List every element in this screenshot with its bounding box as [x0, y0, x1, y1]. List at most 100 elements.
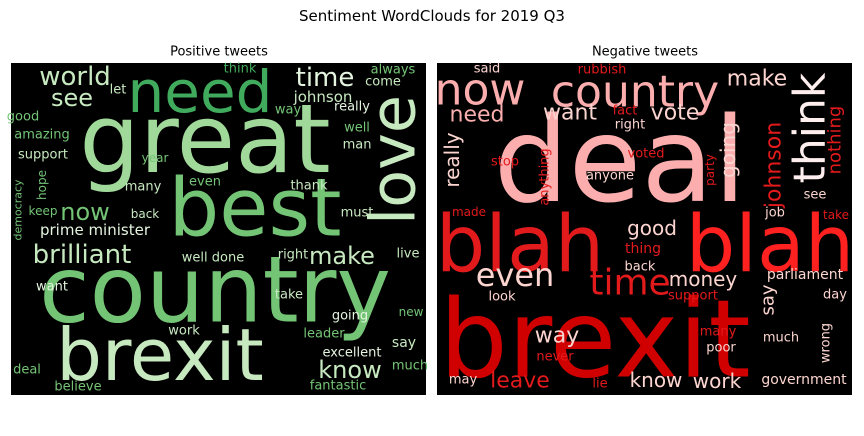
word: right	[615, 118, 646, 133]
word: even	[476, 256, 555, 294]
word: prime minister	[40, 221, 151, 239]
word: lie	[592, 377, 607, 392]
word: may	[449, 373, 478, 388]
word: support	[18, 148, 68, 163]
word: nothing	[825, 106, 846, 175]
word: johnson	[762, 122, 787, 209]
word: come	[365, 75, 401, 90]
word: anything	[538, 148, 553, 205]
word: work	[168, 324, 200, 339]
word: even	[189, 175, 221, 190]
word: believe	[54, 380, 101, 395]
word: brexit	[56, 313, 264, 397]
word: amazing	[14, 128, 70, 143]
word: good	[627, 216, 677, 240]
word: new	[399, 305, 424, 319]
word: need	[128, 58, 273, 126]
panel-title: Positive tweets	[170, 45, 268, 60]
word: year	[142, 151, 169, 165]
word: live	[397, 247, 420, 262]
word: think	[224, 62, 257, 77]
word: leader	[303, 327, 345, 342]
word: democracy	[12, 179, 25, 241]
word: make	[309, 242, 375, 270]
panel-title: Negative tweets	[592, 45, 698, 60]
figure-title: Sentiment WordClouds for 2019 Q3	[299, 7, 565, 25]
word: country	[39, 237, 391, 344]
word: leave	[490, 369, 550, 394]
word: johnson	[293, 88, 353, 106]
word: world	[39, 62, 111, 92]
word: now	[435, 65, 526, 116]
word: anyone	[586, 169, 634, 184]
word: poor	[706, 341, 736, 356]
word: support	[668, 289, 718, 304]
word: see	[51, 84, 93, 112]
word: way	[535, 324, 580, 349]
word: party	[703, 154, 717, 186]
word: day	[823, 288, 847, 303]
word: need	[450, 103, 505, 128]
word: much	[392, 359, 428, 374]
word: blah	[436, 200, 604, 290]
word: good	[7, 110, 39, 125]
word: right	[278, 248, 309, 263]
word: many	[700, 325, 737, 340]
word: job	[764, 206, 785, 221]
word: back	[625, 260, 656, 275]
word: said	[474, 62, 501, 77]
word: country	[551, 67, 719, 118]
word: much	[763, 331, 799, 346]
word: time	[296, 63, 355, 93]
word: going	[716, 122, 740, 178]
word: brilliant	[33, 240, 132, 270]
word: voted	[628, 147, 665, 162]
word: government	[761, 372, 847, 388]
word: never	[536, 350, 574, 365]
word: want	[543, 101, 597, 126]
word: know	[318, 356, 381, 384]
panel-background	[437, 63, 852, 395]
word: keep	[29, 204, 58, 218]
word: made	[452, 205, 486, 219]
word: fact	[613, 104, 638, 119]
word: think	[785, 72, 836, 183]
word: well	[344, 121, 370, 136]
panel-background	[11, 63, 426, 395]
word: excellent	[323, 346, 382, 361]
word: make	[727, 67, 787, 92]
word: see	[804, 188, 827, 203]
word: thing	[625, 241, 661, 257]
word: parliament	[767, 267, 844, 283]
word: look	[488, 290, 516, 305]
word: know	[630, 368, 683, 392]
word: let	[110, 83, 127, 98]
word: take	[275, 288, 303, 303]
word: now	[60, 198, 110, 226]
word: back	[131, 207, 160, 221]
word: way	[275, 103, 302, 118]
word: wrong	[819, 323, 834, 363]
word: must	[341, 206, 374, 221]
word: really	[440, 132, 464, 187]
word: money	[669, 267, 738, 291]
word: vote	[651, 101, 700, 126]
word: hope	[35, 170, 49, 200]
word: fantastic	[310, 379, 366, 394]
word: well done	[182, 251, 244, 266]
word: best	[168, 162, 341, 255]
word: thank	[290, 179, 328, 194]
word: blah	[686, 200, 854, 290]
word: great	[79, 85, 330, 195]
word: many	[125, 180, 162, 195]
word: work	[693, 369, 742, 393]
word: deal	[13, 363, 41, 378]
word: time	[589, 263, 670, 304]
word: stop	[491, 155, 519, 170]
word: take	[823, 208, 849, 222]
word: going	[332, 309, 368, 324]
